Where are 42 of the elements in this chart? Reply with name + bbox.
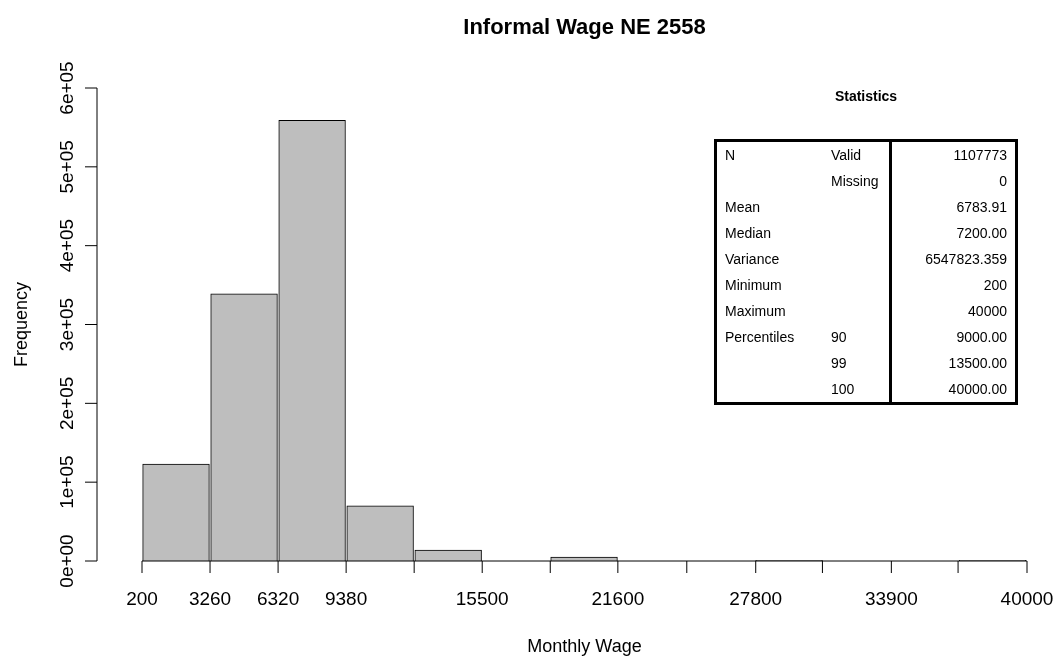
x-axis-title: Monthly Wage <box>527 635 642 656</box>
x-tick-label: 9380 <box>324 588 368 610</box>
annotation: 100 <box>830 380 856 399</box>
annotation: 6547823.359 <box>890 246 1017 272</box>
y-tick-label: 1e+05 <box>56 455 78 509</box>
annotation: 99 <box>830 354 848 373</box>
annotation: 40000 <box>890 298 1017 324</box>
y-tick-label: 3e+05 <box>56 297 78 352</box>
x-tick-label: 27800 <box>729 588 783 610</box>
x-tick-label: 3260 <box>188 588 232 610</box>
annotation: 1107773 <box>890 140 1017 168</box>
annotation: 200 <box>890 272 1017 298</box>
x-tick-label: 200 <box>126 588 158 610</box>
chart-title: Informal Wage NE 2558 <box>463 14 706 40</box>
x-tick-label: 40000 <box>1000 588 1054 610</box>
annotation: Missing <box>830 172 880 191</box>
x-tick-label: 33900 <box>864 588 918 610</box>
y-tick-label: 0e+00 <box>56 534 78 588</box>
annotation: Minimum <box>724 276 783 295</box>
annotation: 0 <box>890 168 1017 194</box>
annotation: 90 <box>830 328 848 347</box>
x-tick-label: 21600 <box>591 588 645 610</box>
x-tick-label: 15500 <box>455 588 509 610</box>
y-tick-label: 6e+05 <box>56 61 78 115</box>
y-tick-label: 5e+05 <box>56 140 78 194</box>
annotation: 9000.00 <box>890 324 1017 350</box>
annotation: Variance <box>724 250 781 269</box>
annotation: 40000.00 <box>890 376 1017 404</box>
y-tick-label: 4e+05 <box>56 218 78 273</box>
y-tick-label: 2e+05 <box>56 376 78 431</box>
annotation: Percentiles <box>724 328 796 347</box>
annotation: 6783.91 <box>890 194 1017 220</box>
annotation: Median <box>724 224 772 243</box>
x-tick-label: 6320 <box>256 588 300 610</box>
annotation: 7200.00 <box>890 220 1017 246</box>
annotation: Mean <box>724 198 762 217</box>
annotation: 13500.00 <box>890 350 1017 376</box>
annotation: Statistics <box>833 87 899 106</box>
annotation: Maximum <box>724 302 787 321</box>
annotation: Valid <box>830 146 863 165</box>
y-axis-title: Frequency <box>10 281 31 368</box>
annotation: N <box>724 146 737 165</box>
